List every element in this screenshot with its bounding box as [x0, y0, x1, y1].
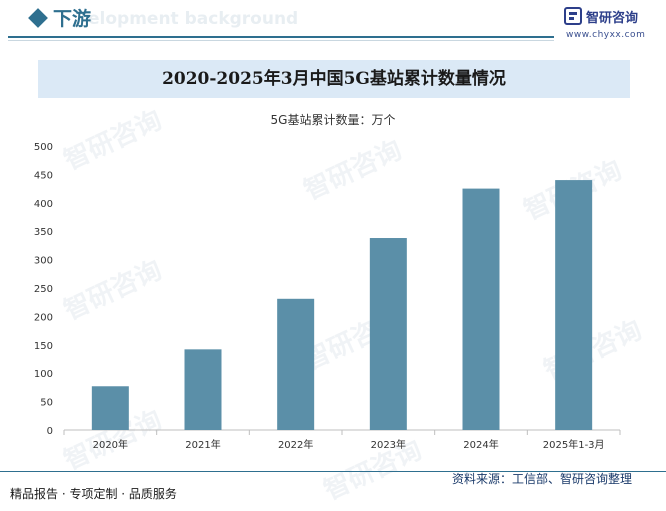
x-tick-label: 2020年: [93, 438, 128, 451]
y-tick-label: 350: [34, 227, 53, 238]
section-title: 下游: [53, 8, 92, 30]
x-tick-label: 2023年: [371, 438, 406, 451]
x-tick-label: 2025年1-3月: [543, 438, 605, 451]
y-tick-label: 450: [34, 170, 53, 181]
chart-title-band: 2020-2025年3月中国5G基站累计数量情况: [38, 60, 630, 98]
y-tick-label: 150: [34, 341, 53, 352]
header-ghost-text: elopment background: [88, 9, 299, 29]
header-divider-thin: [8, 40, 554, 41]
x-tick-label: 2024年: [463, 438, 498, 451]
brand-url: www.chyxx.com: [566, 30, 646, 40]
bar: [277, 298, 315, 430]
y-tick-label: 200: [34, 312, 53, 323]
brand-logo-icon: [564, 7, 582, 25]
y-tick-label: 50: [40, 398, 53, 409]
y-tick-label: 100: [34, 369, 53, 380]
brand-name: 智研咨询: [586, 11, 639, 26]
y-tick-label: 300: [34, 256, 53, 267]
bar: [555, 180, 593, 430]
y-tick-label: 500: [34, 142, 53, 153]
chart-title: 2020-2025年3月中国5G基站累计数量情况: [162, 69, 506, 89]
source-note: 资料来源：工信部、智研咨询整理: [452, 472, 633, 486]
x-tick-label: 2022年: [278, 438, 313, 451]
footer-slogan: 精品报告 · 专项定制 · 品质服务: [10, 487, 177, 501]
y-tick-label: 250: [34, 284, 53, 295]
chart-unit-label: 5G基站累计数量：万个: [270, 113, 396, 127]
header-divider: [8, 36, 554, 38]
bar: [184, 349, 222, 430]
bar: [369, 238, 407, 430]
bar: [462, 188, 500, 430]
bar: [91, 386, 129, 430]
x-tick-label: 2021年: [185, 438, 220, 451]
footer-divider: [0, 471, 666, 472]
y-tick-label: 0: [47, 426, 53, 437]
y-tick-label: 400: [34, 199, 53, 210]
